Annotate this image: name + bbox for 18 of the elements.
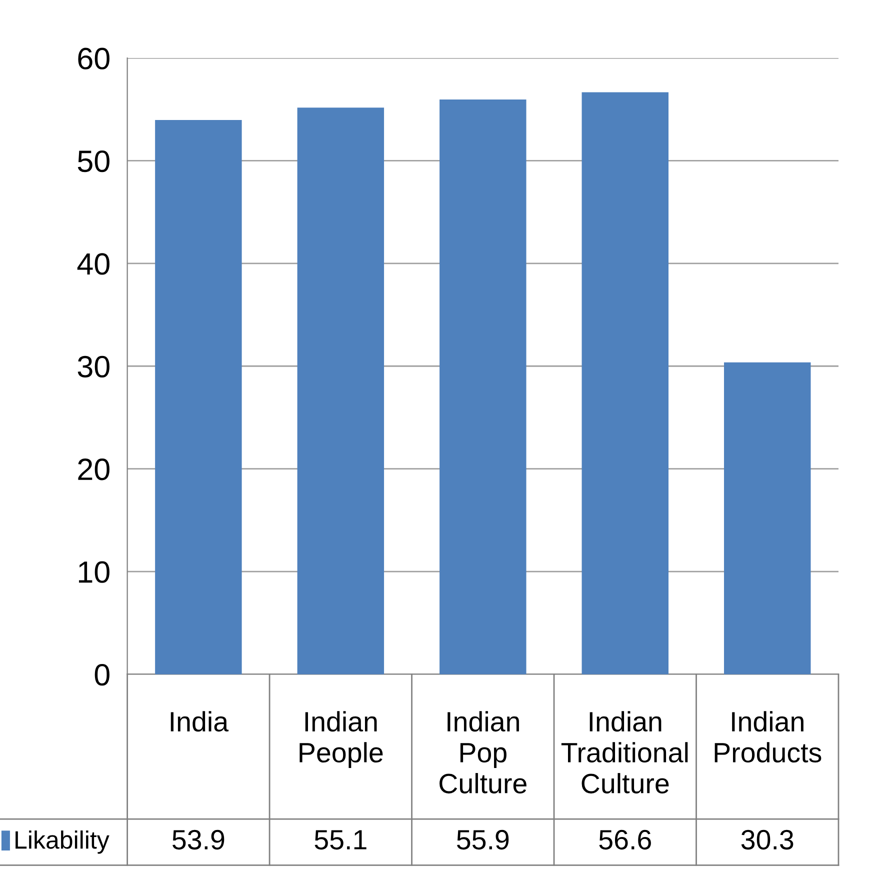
y-tick-label: 0 [94,664,110,686]
data-label: 55.9 [456,830,509,850]
data-label: 55.1 [314,830,366,850]
x-tick-label: Indian Products [714,711,822,763]
data-label: 30.3 [741,830,794,850]
y-tick-label: 10 [78,561,110,583]
x-tick-label: India [170,711,229,732]
y-tick-label: 40 [77,253,110,275]
x-tick-label: Indian People [300,711,383,768]
data-label: 56.6 [599,830,651,850]
y-tick-label: 50 [78,150,110,172]
legend-label: Likability [16,830,110,854]
x-tick-label: Indian Traditional Culture [561,711,688,794]
y-tick-label: 60 [78,48,110,70]
data-label: 53.9 [172,830,224,850]
x-tick-label: Indian Pop Culture [440,711,526,794]
y-tick-label: 30 [78,356,110,378]
y-tick-label: 20 [78,458,110,480]
